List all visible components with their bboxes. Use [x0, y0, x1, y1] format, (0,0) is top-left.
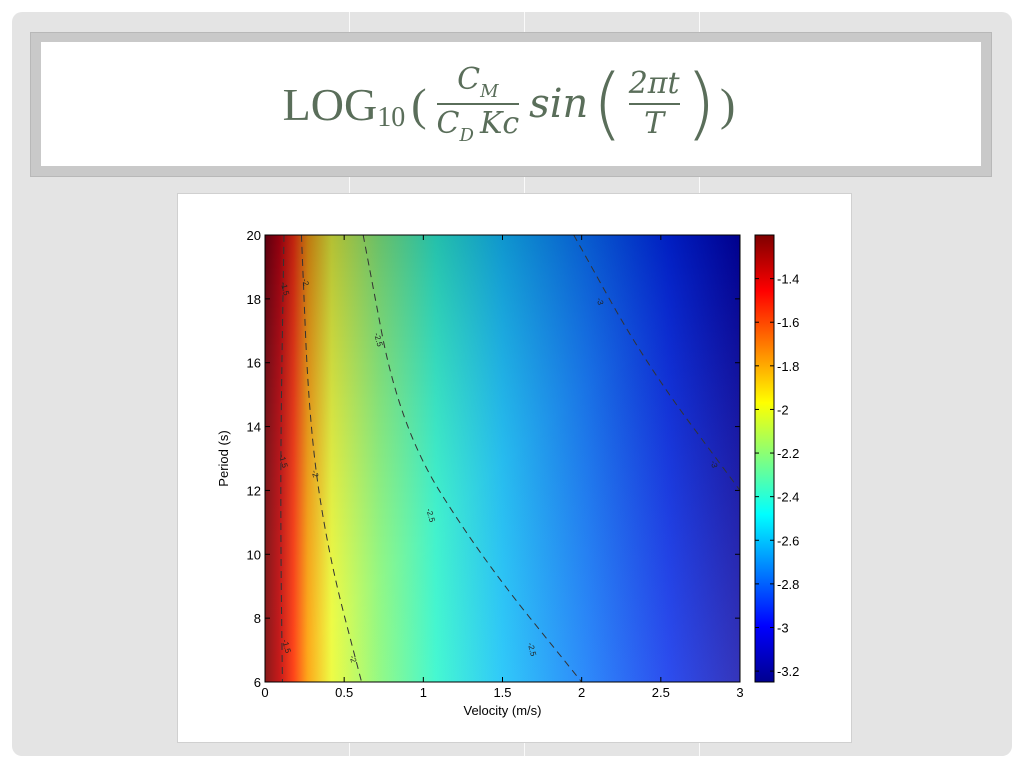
fraction-numerator: CM [457, 61, 498, 103]
title-fraction-coefficients: CM CD Kc [436, 61, 520, 147]
contour-label: -2 [300, 278, 311, 288]
contour-label: -3 [709, 460, 720, 470]
title-fraction-phase: 2πt T [628, 65, 680, 143]
title-box: LOG 10 ( CM CD Kc sin ( 2πt T ) ) [41, 42, 981, 166]
colorbar-tick-label: -1.4 [777, 272, 799, 287]
colorbar-tick-label: -2 [777, 402, 789, 417]
contour-line [362, 235, 583, 682]
heatmap-shading [265, 235, 740, 682]
y-tick-label: 14 [247, 420, 261, 435]
figure-card: -1.5 -1.5 -1.5 -2 -2 -2 -2.5 -2.5 -2.5 -3 -3 0 0.5 1… [177, 193, 852, 743]
contour-lines: -1.5 -1.5 -1.5 -2 -2 -2 -2.5 -2.5 -2.5 -3 -3 [277, 235, 740, 682]
contour-label: -1.5 [277, 453, 289, 469]
cm-subscript: M [480, 81, 499, 102]
contour-label: -3 [595, 297, 606, 307]
colorbar-tick-label: -1.6 [777, 315, 799, 330]
x-axis-label: Velocity (m/s) [463, 703, 541, 718]
y-tick-label: 20 [247, 228, 261, 243]
colorbar: -1.4 -1.6 -1.8 -2 -2.2 -2.4 -2.6 -2.8 -3 -3.2 [754, 234, 799, 683]
heatmap-chart: -1.5 -1.5 -1.5 -2 -2 -2 -2.5 -2.5 -2.5 -3 -3 0 0.5 1… [216, 228, 799, 718]
kc-symbol: Kc [479, 106, 520, 141]
x-tick-label: 2.5 [652, 685, 670, 700]
title-big-open-paren: ( [592, 59, 623, 149]
contour-label: -1.5 [280, 638, 292, 654]
y-tick-label: 18 [247, 292, 261, 307]
cm-symbol: C [457, 62, 481, 97]
y-tick-label: 12 [247, 483, 261, 498]
contour-line [573, 235, 740, 491]
fraction-bar [436, 103, 520, 105]
contour-label: -1.5 [279, 281, 291, 297]
plot-area [265, 235, 740, 682]
colorbar-tick-label: -2.6 [777, 533, 799, 548]
fraction-denominator: CD Kc [437, 105, 520, 147]
contour-label: -2.5 [424, 507, 436, 523]
x-tick-label: 2 [578, 685, 585, 700]
y-tick-label: 10 [247, 547, 261, 562]
title-frame: LOG 10 ( CM CD Kc sin ( 2πt T ) ) [30, 32, 992, 177]
x-tick-label: 1.5 [493, 685, 511, 700]
contour-label: -2.5 [526, 642, 538, 658]
contour-label: -2.5 [372, 332, 384, 348]
title-open-paren: ( [411, 78, 427, 130]
phase-numerator: 2πt [628, 66, 680, 101]
contour-line [280, 235, 285, 682]
contour-label: -2 [310, 469, 321, 479]
fraction-bar [628, 103, 680, 105]
y-tick-label: 16 [247, 356, 261, 371]
colorbar-tick-label: -2.8 [777, 577, 799, 592]
title-close-paren: ) [720, 78, 736, 130]
x-tick-label: 0.5 [335, 685, 353, 700]
x-tick-label: 3 [736, 685, 743, 700]
slide-title: LOG 10 ( CM CD Kc sin ( 2πt T ) ) [41, 42, 981, 166]
x-tick-label: 1 [420, 685, 427, 700]
title-log-subscript: 10 [377, 102, 406, 133]
colorbar-gradient [754, 234, 775, 683]
cd-subscript: D [459, 125, 474, 146]
colorbar-tick-label: -2.4 [777, 490, 799, 505]
title-sin: sin [529, 81, 589, 127]
y-tick-label: 8 [254, 611, 261, 626]
colorbar-tick-label: -3.2 [777, 664, 799, 679]
axes: 0 0.5 1 1.5 2 2.5 3 6 8 10 12 14 16 18 20 Velocity (m/s… [216, 228, 744, 718]
colorbar-tick-label: -2.2 [777, 446, 799, 461]
x-tick-label: 0 [261, 685, 268, 700]
title-big-close-paren: ) [685, 59, 716, 149]
y-axis-label: Period (s) [216, 430, 231, 486]
title-log-word: LOG [282, 78, 378, 130]
colorbar-tick-label: -1.8 [777, 359, 799, 374]
contour-label: -2 [348, 654, 359, 664]
phase-denominator: T [644, 106, 665, 141]
y-tick-label: 6 [254, 675, 261, 690]
colorbar-tick-label: -3 [777, 620, 789, 635]
cd-symbol: C [436, 106, 460, 141]
